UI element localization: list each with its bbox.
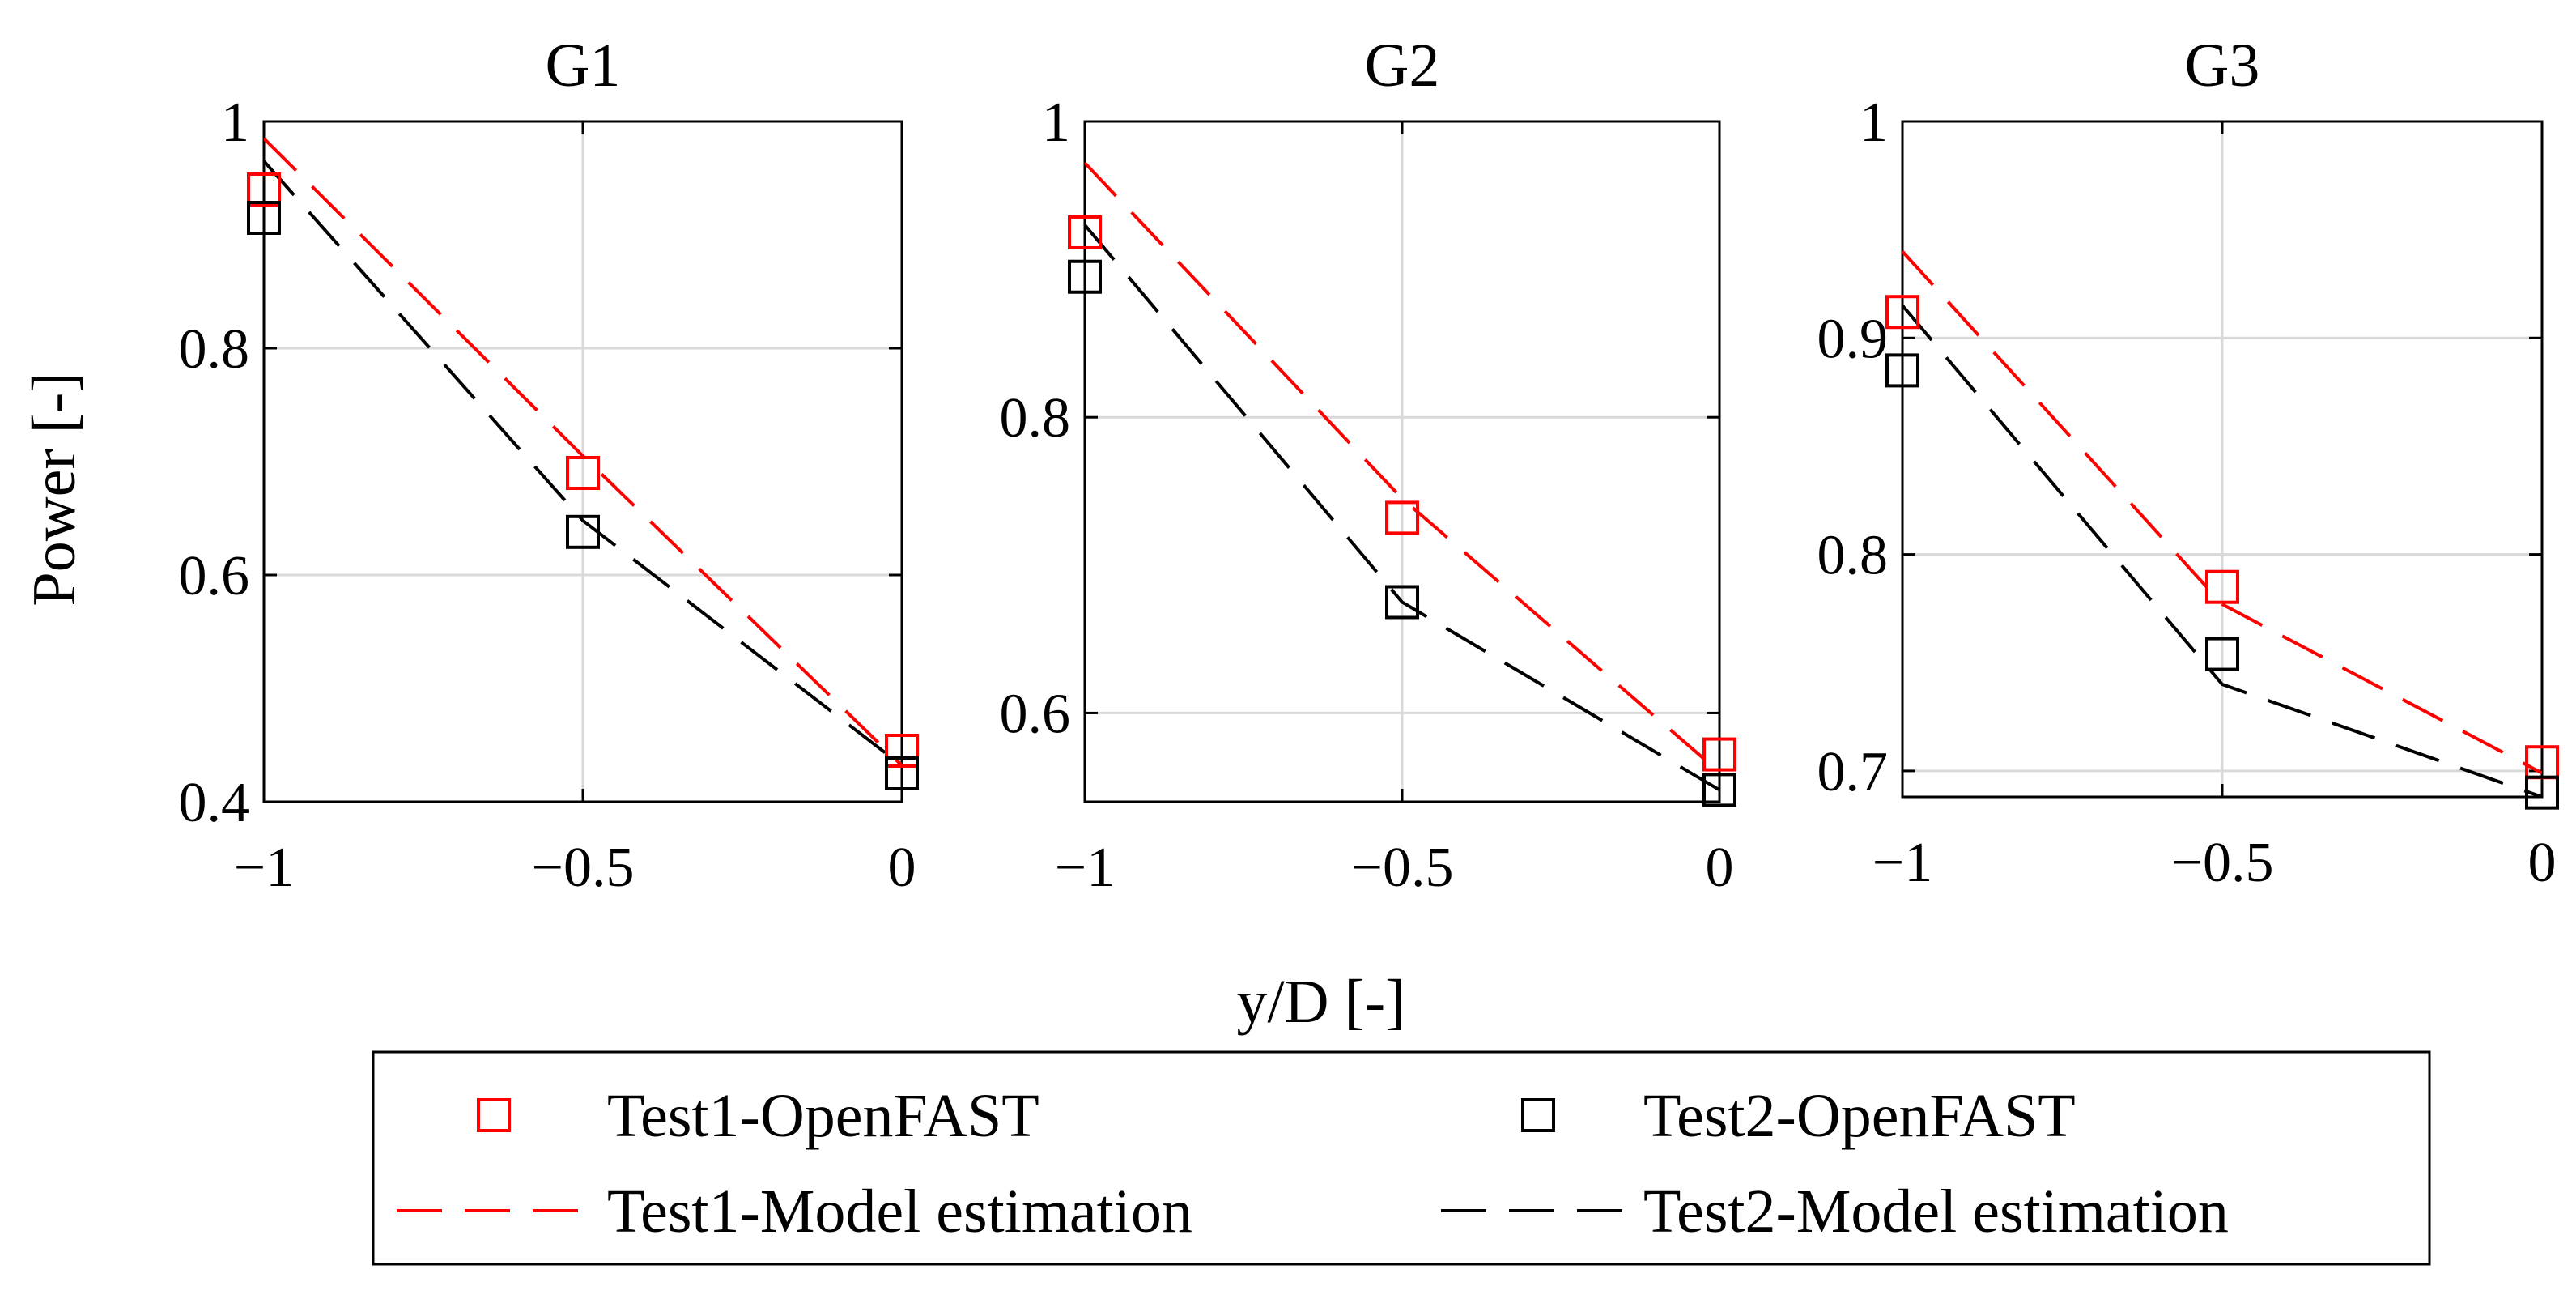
data-point-marker (1068, 259, 1102, 294)
legend-item: Test1-Model estimation (397, 1178, 1192, 1246)
x-tick-label: 0 (1706, 837, 1734, 899)
y-tick-label: 1 (221, 92, 249, 154)
x-tick-label: −1 (1055, 837, 1115, 899)
data-point-marker (1885, 295, 1919, 330)
data-point-marker (2205, 569, 2239, 604)
legend-item: Test2-OpenFAST (1521, 1082, 2076, 1150)
y-tick-label: 0.8 (1000, 387, 1071, 449)
y-tick-label: 0.9 (1817, 308, 1889, 370)
legend: Test1-OpenFAST Test2-OpenFAST Test1-Model … (372, 1050, 2431, 1266)
legend-label: Test1-OpenFAST (607, 1082, 1039, 1150)
subplot-title: G2 (1365, 32, 1440, 100)
x-axis-label: y/D [-] (1237, 968, 1406, 1036)
data-point-marker (1702, 737, 1736, 772)
data-point-marker (2205, 637, 2239, 671)
y-tick-label: 0.8 (179, 318, 250, 381)
y-tick-label: 1 (1042, 92, 1070, 154)
x-tick-label: 0 (888, 837, 916, 899)
y-tick-label: 1 (1860, 92, 1888, 154)
data-point-marker (885, 734, 919, 768)
legend-label: Test2-Model estimation (1643, 1178, 2229, 1246)
series-line (1902, 250, 2542, 775)
y-axis-label: Power [-] (20, 372, 88, 606)
x-tick-label: −0.5 (532, 837, 635, 899)
data-point-marker (885, 756, 919, 790)
data-point-marker (247, 172, 281, 207)
subplot-g1: −1 −0.5 0 0.4 0.6 0.8 1 G1 (179, 32, 919, 899)
legend-marker (1521, 1098, 1555, 1132)
data-point-marker (1702, 773, 1736, 807)
data-point-marker (1385, 585, 1419, 620)
x-tick-label: −0.5 (2171, 832, 2274, 894)
x-tick-label: 0 (2528, 832, 2557, 894)
data-point-marker (1385, 500, 1419, 535)
data-point-marker (566, 456, 600, 490)
legend-label: Test1-Model estimation (607, 1178, 1192, 1246)
subplot-g2: −1 −0.5 0 0.6 0.8 1 G2 (1000, 32, 1736, 899)
legend-item: Test1-OpenFAST (477, 1082, 1039, 1150)
data-point-marker (1885, 353, 1919, 388)
series-line (1085, 161, 1719, 773)
x-tick-label: −0.5 (1351, 837, 1454, 899)
y-tick-label: 0.4 (179, 772, 250, 834)
y-tick-label: 0.8 (1817, 525, 1889, 587)
subplot-title: G1 (546, 32, 621, 100)
legend-box (372, 1050, 2431, 1266)
data-point-marker (247, 201, 281, 235)
data-point-marker (566, 514, 600, 549)
legend-label: Test2-OpenFAST (1643, 1082, 2076, 1150)
series-line (1902, 304, 2542, 797)
data-point-marker (1068, 215, 1102, 249)
series-line (1085, 224, 1719, 792)
series-line (264, 160, 902, 767)
x-tick-label: −1 (1872, 832, 1932, 894)
subplot-title: G3 (2185, 32, 2260, 100)
legend-item: Test2-Model estimation (1441, 1178, 2229, 1246)
subplot-g3: −1 −0.5 0 0.7 0.8 0.9 1 G3 (1817, 32, 2559, 894)
data-point-marker (2525, 775, 2559, 810)
y-tick-label: 0.7 (1817, 741, 1889, 803)
x-tick-label: −1 (234, 837, 294, 899)
y-tick-label: 0.6 (1000, 683, 1071, 745)
y-tick-label: 0.6 (179, 545, 250, 607)
legend-marker (477, 1098, 511, 1132)
